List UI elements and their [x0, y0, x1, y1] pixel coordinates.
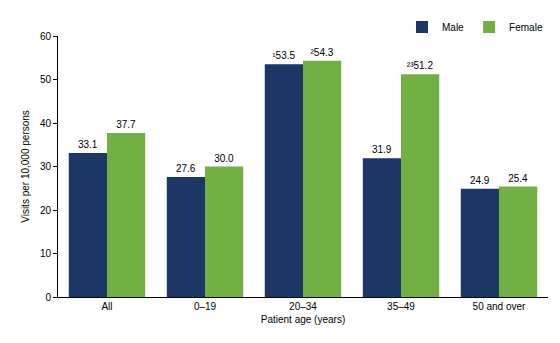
svg-text:¹53.5: ¹53.5	[272, 50, 295, 61]
svg-text:50: 50	[40, 74, 52, 85]
svg-text:Visits per 10,000 persons: Visits per 10,000 persons	[20, 110, 31, 223]
svg-text:Male: Male	[442, 22, 464, 33]
svg-text:Patient age (years): Patient age (years)	[261, 314, 346, 325]
svg-text:24.9: 24.9	[470, 175, 490, 186]
svg-text:25.4: 25.4	[508, 173, 528, 184]
svg-text:37.7: 37.7	[116, 119, 136, 130]
svg-text:35–49: 35–49	[387, 301, 415, 312]
svg-text:27.6: 27.6	[176, 163, 196, 174]
svg-text:31.9: 31.9	[372, 144, 392, 155]
svg-text:30: 30	[40, 161, 52, 172]
svg-text:10: 10	[40, 248, 52, 259]
svg-text:20: 20	[40, 205, 52, 216]
svg-text:Female: Female	[509, 22, 543, 33]
svg-text:50 and over: 50 and over	[473, 301, 526, 312]
svg-text:²³51.2: ²³51.2	[407, 60, 434, 71]
svg-text:40: 40	[40, 118, 52, 129]
svg-text:30.0: 30.0	[214, 153, 234, 164]
svg-text:20–34: 20–34	[289, 301, 317, 312]
svg-text:60: 60	[40, 31, 52, 42]
svg-text:²54.3: ²54.3	[310, 47, 333, 58]
svg-text:All: All	[101, 301, 112, 312]
svg-text:33.1: 33.1	[78, 139, 98, 150]
svg-text:0–19: 0–19	[194, 301, 217, 312]
svg-text:0: 0	[45, 292, 51, 303]
